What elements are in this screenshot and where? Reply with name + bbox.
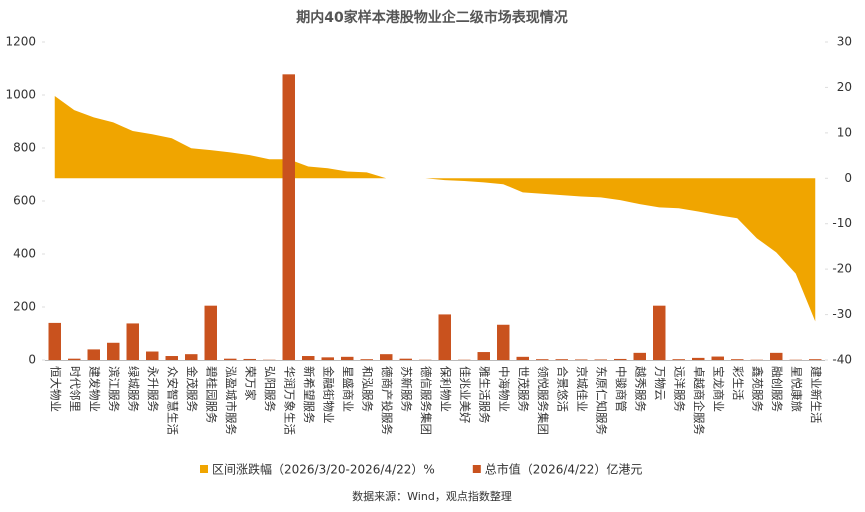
y2-tick-label: 10	[837, 125, 852, 139]
y2-tick-label: -40	[832, 353, 852, 367]
x-tick-label: 碧桂园服务	[204, 366, 218, 424]
x-tick-label: 星悦康旅	[789, 366, 803, 412]
x-tick-label: 德商产投服务	[380, 366, 394, 435]
bar	[204, 305, 217, 360]
bar	[477, 352, 490, 360]
x-tick-label: 苏新服务	[399, 366, 413, 412]
x-tick-label: 中骏商管	[614, 366, 628, 412]
bar	[126, 323, 139, 360]
bar	[809, 359, 822, 360]
x-tick-label: 泓盈城市服务	[224, 366, 238, 435]
bar	[302, 356, 315, 360]
y2-tick-label: -30	[832, 307, 852, 321]
x-tick-label: 彩生活	[731, 366, 745, 401]
x-tick-label: 和泓服务	[360, 366, 374, 412]
bar	[107, 342, 120, 360]
y2-tick-label: 0	[844, 171, 852, 185]
x-tick-label: 恒大物业	[48, 366, 62, 412]
bar	[48, 322, 61, 360]
area	[54, 96, 816, 322]
bar	[438, 314, 451, 360]
y-tick-label: 600	[13, 194, 36, 208]
bar	[224, 358, 237, 360]
bar	[653, 305, 666, 360]
x-tick-label: 荣万家	[243, 366, 257, 401]
bar	[399, 358, 412, 360]
bar	[770, 352, 783, 360]
legend-label: 总市值（2026/4/22）亿港元	[485, 462, 643, 477]
x-tick-label: 建业新生活	[809, 366, 823, 424]
bar	[555, 359, 568, 360]
bar	[633, 352, 646, 360]
x-tick-label: 领悦服务集团	[536, 366, 550, 435]
bar	[282, 74, 295, 360]
chart-title: 期内40家样本港股物业企二级市场表现情况	[296, 9, 567, 26]
x-tick-label: 德信服务集团	[419, 366, 433, 435]
bar	[243, 358, 256, 360]
x-tick-label: 滨江服务	[107, 366, 121, 412]
x-tick-label: 合景悠活	[555, 366, 569, 412]
x-tick-label: 融创服务	[770, 366, 784, 412]
bar	[536, 359, 549, 360]
bar	[185, 354, 198, 360]
x-tick-label: 佳兆业美好	[458, 366, 472, 424]
y-tick-label: 1000	[5, 88, 36, 102]
y-tick-label: 400	[13, 247, 36, 261]
x-tick-label: 众安智慧生活	[165, 366, 179, 435]
bar	[165, 356, 178, 360]
x-tick-label: 金茂服务	[185, 366, 199, 412]
y-tick-label: 200	[13, 300, 36, 314]
x-tick-label: 建发物业	[87, 366, 101, 412]
x-tick-label: 保利物业	[438, 366, 452, 412]
x-tick-label: 弘阳服务	[263, 366, 277, 412]
bar	[380, 354, 393, 360]
x-tick-label: 绿城服务	[126, 366, 140, 412]
x-tick-label: 卓越商企服务	[692, 366, 706, 435]
y-tick-label: 800	[13, 141, 36, 155]
bar	[497, 324, 510, 360]
x-tick-label: 金融街物业	[321, 366, 335, 424]
bar	[341, 356, 354, 360]
x-tick-label: 宝龙商业	[711, 366, 725, 412]
x-tick-label: 雅生活服务	[477, 366, 491, 424]
x-tick-label: 新希望服务	[302, 366, 316, 424]
bar	[360, 359, 373, 360]
y2-tick-label: -20	[832, 262, 852, 276]
y-tick-label: 1200	[5, 35, 36, 49]
x-tick-label: 永升服务	[146, 366, 160, 412]
x-tick-label: 东原仁知服务	[594, 366, 608, 435]
x-tick-label: 时代邻里	[68, 366, 82, 412]
y2-tick-label: -10	[832, 216, 852, 230]
x-tick-label: 星盛商业	[341, 366, 355, 412]
x-tick-label: 万物云	[653, 366, 667, 401]
bar	[68, 358, 81, 360]
legend-swatch	[472, 465, 481, 473]
x-tick-label: 中海物业	[497, 366, 511, 412]
x-tick-label: 世茂服务	[516, 366, 530, 412]
x-tick-label: 鑫苑服务	[750, 366, 764, 412]
x-tick-label: 华润万象生活	[282, 366, 296, 435]
bar	[614, 358, 627, 360]
legend-label: 区间涨跌幅（2026/3/20-2026/4/22）%	[212, 462, 435, 477]
bar	[731, 359, 744, 360]
source-note: 数据来源：Wind，观点指数整理	[352, 489, 512, 503]
y-tick-label: 0	[28, 353, 36, 367]
legend-swatch	[200, 465, 208, 473]
y2-tick-label: 30	[837, 35, 852, 49]
bar	[594, 359, 607, 360]
x-tick-label: 越秀服务	[633, 366, 647, 412]
bar	[146, 351, 159, 360]
x-tick-label: 京城佳业	[575, 366, 589, 412]
bar	[692, 357, 705, 360]
bar	[321, 357, 334, 360]
bar	[672, 359, 685, 360]
y2-tick-label: 20	[837, 80, 852, 94]
bar	[575, 359, 588, 360]
bar	[87, 349, 100, 360]
bar	[516, 356, 529, 360]
bar	[711, 356, 724, 360]
x-tick-label: 远洋服务	[672, 366, 686, 412]
